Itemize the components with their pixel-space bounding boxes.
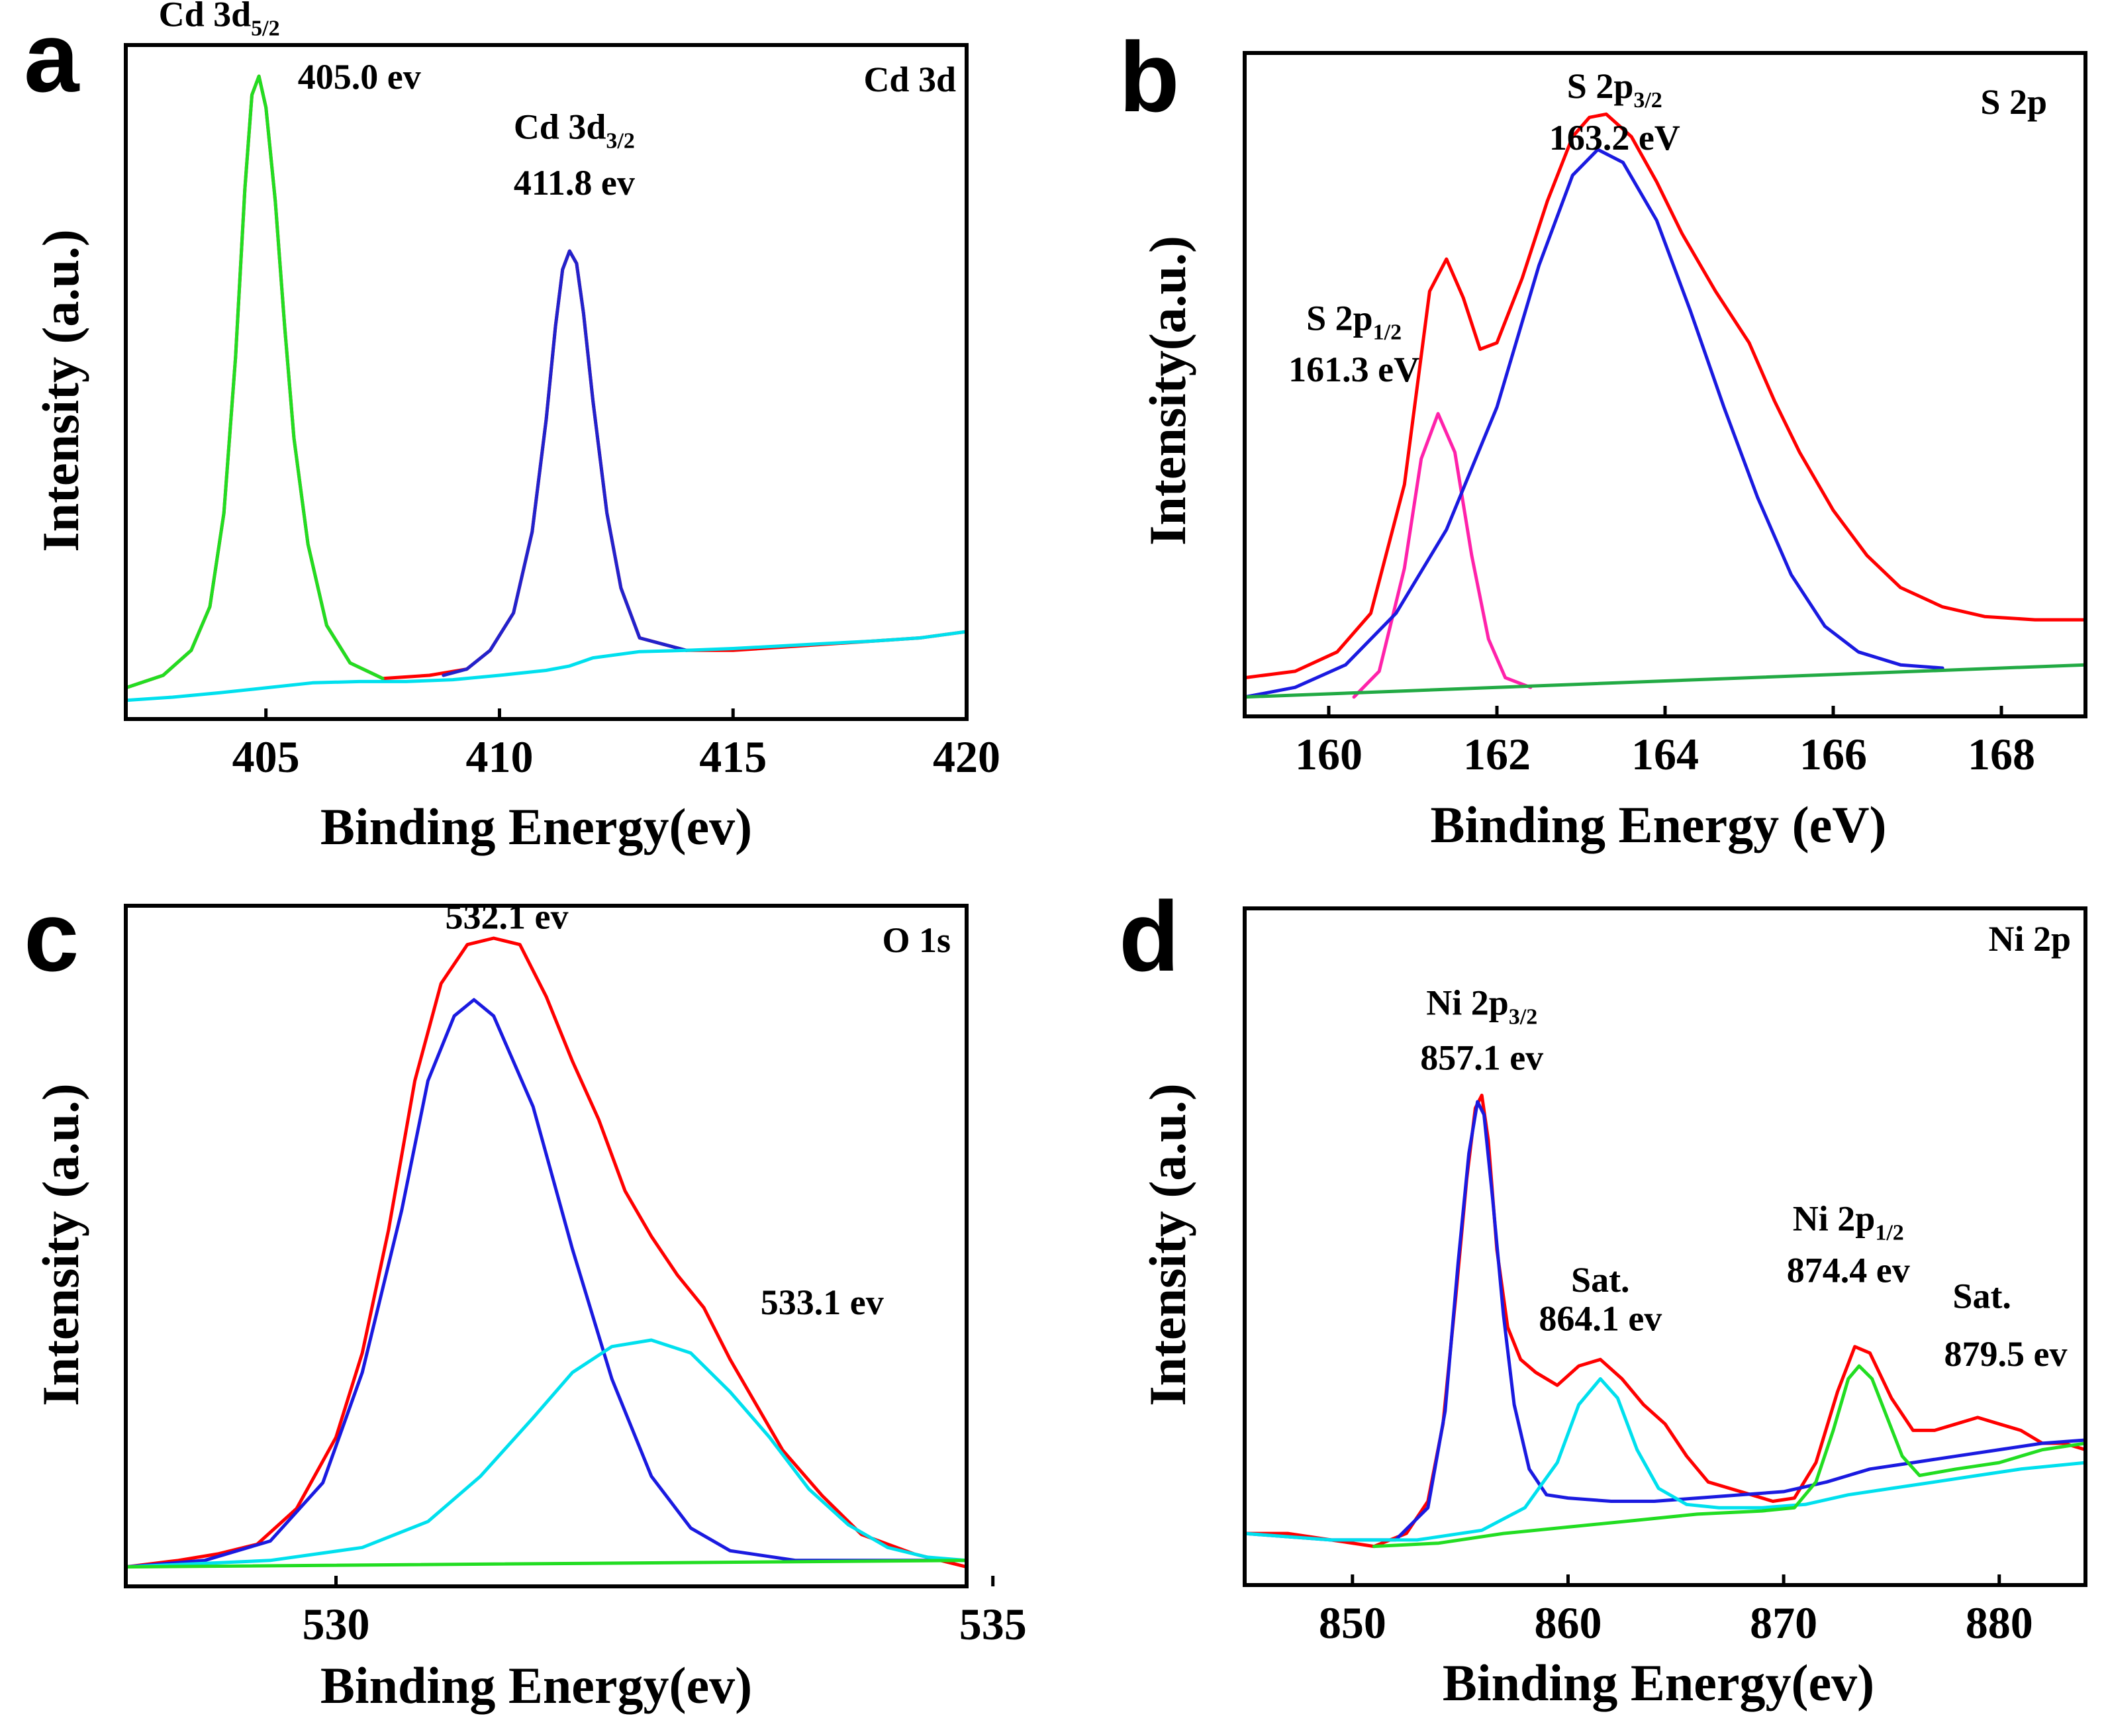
- x-tick-label-c-1: 535: [959, 1599, 1027, 1649]
- plot-area-d: [1245, 1093, 2085, 1549]
- series-line-c-1: [126, 998, 967, 1569]
- series-line-b-3: [1245, 663, 2085, 699]
- annotation-d-1: 857.1 ev: [1420, 1037, 1543, 1077]
- panel-d: d Ni 2p 850 860 870 880 Ni 2p3/2 857.1 ev Sat…: [1119, 881, 2087, 1712]
- x-tick-label-b-3: 166: [1799, 729, 1867, 779]
- plot-frame-c: [124, 904, 969, 1588]
- annotation-a-3: 411.8 ev: [514, 163, 635, 203]
- x-tick-label-c-0: 530: [303, 1599, 370, 1649]
- panel-title-d: Ni 2p: [1988, 919, 2071, 959]
- x-tick-label-d-1: 860: [1534, 1598, 1602, 1648]
- x-axis-title-a: Binding Energy(ev): [320, 798, 752, 855]
- plot-area-b: [1245, 112, 2085, 699]
- y-axis-title-a: Intensity (a.u.): [32, 229, 89, 552]
- annotation-d-6: Sat.: [1952, 1276, 2011, 1316]
- x-tick-label-d-0: 850: [1319, 1598, 1386, 1648]
- plot-area-c: [126, 936, 967, 1569]
- annotation-b-3: 161.3 eV: [1288, 350, 1419, 389]
- panel-label-c: c: [24, 881, 79, 992]
- y-axis-title-c: Intensity (a.u.): [32, 1083, 89, 1406]
- annotations-a: Cd 3d5/2 405.0 ev Cd 3d3/2 411.8 ev: [159, 0, 635, 203]
- panel-title-a: Cd 3d: [863, 60, 956, 99]
- annotations-b: S 2p3/2 163.2 eV S 2p1/2 161.3 eV: [1288, 66, 1680, 389]
- x-ticks-d: 850 860 870 880: [1319, 1574, 2033, 1648]
- plot-frame-a: [124, 43, 969, 721]
- series-line-b-2: [1245, 148, 1944, 699]
- series-line-c-0: [126, 936, 967, 1569]
- annotation-d-3: 864.1 ev: [1539, 1299, 1662, 1339]
- x-tick-label-a-0: 405: [232, 732, 300, 782]
- panel-title-c: O 1s: [882, 920, 951, 960]
- x-axis-title-b: Binding Energy (eV): [1430, 796, 1886, 853]
- panel-c: c O 1s 530 535 532.1 ev 533.1 ev Binding E…: [24, 881, 1027, 1714]
- x-tick-label-b-1: 162: [1463, 729, 1531, 779]
- panel-label-a: a: [24, 1, 80, 113]
- panel-label-d: d: [1119, 881, 1180, 992]
- x-tick-label-a-3: 420: [933, 732, 1000, 782]
- annotation-d-0: Ni 2p3/2: [1426, 983, 1537, 1030]
- series-line-d-1: [1245, 1100, 2085, 1542]
- series-line-a-2: [442, 249, 689, 677]
- annotation-d-5: 874.4 ev: [1787, 1251, 1910, 1290]
- x-ticks-a: 405 410 415 420: [232, 708, 1000, 782]
- annotation-b-1: 163.2 eV: [1549, 118, 1680, 158]
- x-axis-title-c: Binding Energy(ev): [320, 1657, 752, 1714]
- annotation-a-1: 405.0 ev: [298, 57, 421, 97]
- series-line-d-3: [1372, 1364, 2085, 1549]
- series-line-c-3: [126, 1559, 967, 1569]
- plot-frame-d: [1243, 906, 2087, 1587]
- series-line-b-0: [1245, 112, 2085, 680]
- x-ticks-b: 160 162 164 166 168: [1295, 706, 2035, 779]
- panel-title-b: S 2p: [1980, 82, 2047, 122]
- y-axis-title-d: Intensity (a.u.): [1139, 1083, 1196, 1406]
- x-axis-title-d: Binding Energy(ev): [1443, 1654, 1874, 1712]
- x-tick-label-b-2: 164: [1631, 729, 1699, 779]
- annotations-c: 532.1 ev 533.1 ev: [445, 896, 883, 1322]
- x-tick-label-a-1: 410: [465, 732, 533, 782]
- annotation-b-2: S 2p1/2: [1306, 298, 1402, 344]
- x-tick-label-d-3: 880: [1966, 1598, 2033, 1648]
- x-tick-label-a-2: 415: [699, 732, 767, 782]
- annotation-c-1: 533.1 ev: [761, 1282, 884, 1322]
- annotation-d-4: Ni 2p1/2: [1793, 1199, 1904, 1245]
- x-ticks-c: 530 535: [303, 1576, 1027, 1649]
- series-line-c-2: [126, 1338, 967, 1569]
- series-line-a-1: [126, 74, 385, 690]
- annotation-d-2: Sat.: [1571, 1260, 1630, 1300]
- annotation-a-2: Cd 3d3/2: [514, 107, 635, 153]
- annotation-a-0: Cd 3d5/2: [159, 0, 280, 41]
- annotation-c-0: 532.1 ev: [445, 896, 568, 936]
- y-axis-title-b: Intensity(a.u.): [1139, 236, 1196, 546]
- plot-area-a: [126, 74, 967, 702]
- x-tick-label-b-4: 168: [1968, 729, 2035, 779]
- x-tick-label-b-0: 160: [1295, 729, 1363, 779]
- series-line-a-3: [126, 630, 967, 702]
- x-tick-label-d-2: 870: [1750, 1598, 1817, 1648]
- annotation-d-7: 879.5 ev: [1944, 1334, 2068, 1374]
- panel-label-b: b: [1119, 21, 1180, 132]
- annotation-b-0: S 2p3/2: [1567, 66, 1662, 113]
- series-line-d-2: [1245, 1377, 2085, 1542]
